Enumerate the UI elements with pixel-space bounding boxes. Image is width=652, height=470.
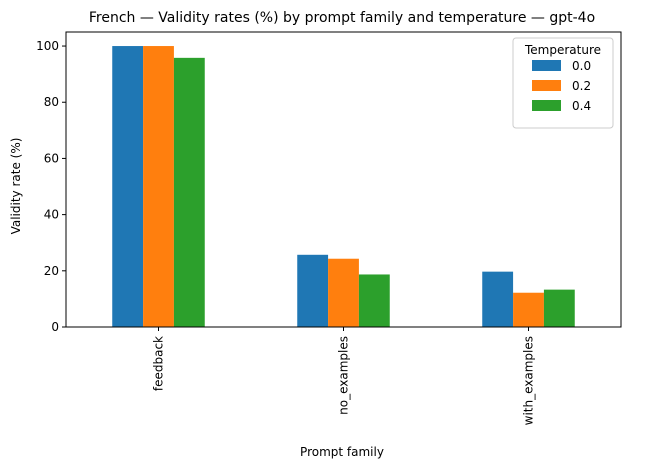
legend-items: 0.0 0.2 0.4 [532,59,591,113]
x-tick-label: no_examples [337,336,351,415]
bar-with_examples-0.4 [543,289,575,327]
bar-no_examples-0.0 [297,254,329,327]
legend-swatch-0.0 [532,60,561,71]
bar-feedback-0.4 [173,57,205,327]
x-axis-label: Prompt family [300,445,384,459]
x-tick-label: feedback [152,336,166,391]
y-tick-label: 40 [44,208,59,222]
legend-label-0.4: 0.4 [572,99,591,113]
y-tick-label: 80 [44,95,59,109]
chart-title: French — Validity rates (%) by prompt fa… [89,10,595,26]
legend-label-0.0: 0.0 [572,59,591,73]
legend-swatch-0.4 [532,100,561,111]
legend-label-0.2: 0.2 [572,79,591,93]
bars-group [112,46,575,328]
bar-feedback-0.2 [143,46,174,328]
x-axis-ticks: feedback no_examples with_examples [152,327,536,425]
bar-no_examples-0.4 [358,274,390,327]
x-tick-label: with_examples [522,336,536,425]
legend-title: Temperature [524,43,601,57]
bar-feedback-0.0 [112,46,144,328]
bar-with_examples-0.0 [482,271,514,327]
y-tick-label: 0 [51,320,59,334]
legend-swatch-0.2 [532,80,561,91]
y-tick-label: 100 [36,39,59,53]
y-axis-label: Validity rate (%) [9,138,23,235]
y-axis-ticks: 0 20 40 60 80 100 [36,39,66,334]
bar-with_examples-0.2 [513,292,544,327]
bar-no_examples-0.2 [328,258,359,327]
y-tick-label: 60 [44,151,59,165]
legend: Temperature 0.0 0.2 0.4 [512,37,614,129]
y-tick-label: 20 [44,264,59,278]
plot-frame [65,31,622,328]
